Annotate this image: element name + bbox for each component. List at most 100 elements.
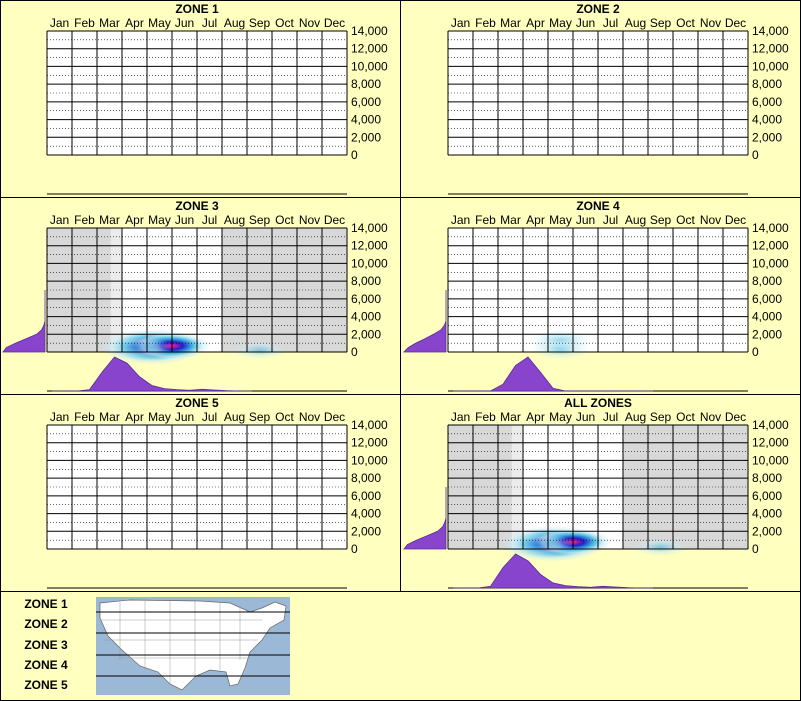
month-label: Feb [475, 16, 496, 30]
elevation-density [403, 487, 447, 550]
month-label: Nov [700, 213, 721, 227]
zone-legend-label: ZONE 2 [24, 617, 68, 631]
month-label: Oct [676, 16, 695, 30]
chart-2: ZONE 2 Jan Feb Mar Apr May Jun Jul Aug Sep Oct Nov D… [447, 2, 789, 195]
chart-5: ZONE 5 Jan Feb Mar Apr May Jun Jul Aug Sep Oct Nov D… [46, 396, 388, 589]
y-tick-label: 2,000 [752, 524, 782, 538]
month-label: Oct [676, 410, 695, 424]
month-label: Aug [224, 16, 245, 30]
month-density [52, 356, 252, 392]
y-tick-label: 10,000 [752, 453, 789, 467]
month-label: Jul [603, 16, 618, 30]
y-tick-label: 2,000 [351, 130, 381, 144]
month-label: May [148, 16, 171, 30]
shaded-month [623, 425, 648, 549]
month-label: Feb [74, 16, 95, 30]
month-label: May [549, 213, 572, 227]
month-label: Aug [224, 213, 245, 227]
month-label: Sep [650, 410, 672, 424]
y-tick-label: 10,000 [752, 59, 789, 73]
chart-3: ZONE 3 Jan Feb Mar Apr May Jun Jul Aug Sep Oct Nov D… [2, 199, 388, 392]
month-label: Feb [475, 410, 496, 424]
y-tick-label: 12,000 [752, 436, 789, 450]
month-label: Jul [202, 16, 217, 30]
month-label: Dec [725, 410, 746, 424]
month-label: Jul [603, 410, 618, 424]
month-label: Nov [299, 16, 320, 30]
y-tick-label: 14,000 [351, 24, 388, 38]
month-label: Sep [249, 16, 271, 30]
zone-legend-label: ZONE 3 [24, 638, 68, 652]
y-tick-label: 0 [351, 542, 358, 556]
y-tick-label: 2,000 [752, 130, 782, 144]
y-tick-label: 0 [351, 148, 358, 162]
month-density [453, 553, 653, 589]
y-tick-label: 2,000 [351, 524, 381, 538]
y-tick-label: 6,000 [752, 292, 782, 306]
month-label: Aug [224, 410, 245, 424]
y-tick-label: 14,000 [752, 418, 789, 432]
y-tick-label: 0 [752, 345, 759, 359]
month-label: Dec [725, 16, 746, 30]
y-tick-label: 10,000 [351, 59, 388, 73]
month-label: Dec [324, 410, 345, 424]
month-label: Jun [576, 213, 595, 227]
month-label: Aug [625, 213, 646, 227]
month-label: Sep [650, 16, 672, 30]
month-label: Apr [526, 213, 545, 227]
chart-6: ALL ZONES Jan Feb Mar Apr May Jun Jul Aug Sep Oct N… [403, 396, 789, 589]
month-label: Aug [625, 16, 646, 30]
y-tick-label: 6,000 [351, 489, 381, 503]
heat-spot [232, 341, 287, 360]
y-tick-label: 8,000 [752, 274, 782, 288]
month-label: Jun [175, 16, 194, 30]
shaded-month [222, 228, 247, 352]
month-label: Nov [700, 16, 721, 30]
heat-spot [633, 538, 688, 557]
shaded-month [247, 228, 272, 352]
month-label: May [148, 410, 171, 424]
month-label: Jan [50, 16, 69, 30]
shaded-month [648, 425, 673, 549]
chart-4: ZONE 4 Jan Feb Mar Apr May Jun Jul Aug Sep Oct Nov D… [403, 199, 789, 392]
month-label: Apr [125, 16, 144, 30]
month-label: May [549, 16, 572, 30]
y-tick-label: 0 [351, 345, 358, 359]
y-tick-label: 0 [752, 542, 759, 556]
month-label: Apr [125, 410, 144, 424]
y-tick-label: 8,000 [752, 77, 782, 91]
zone-legend-label: ZONE 4 [24, 658, 68, 672]
zone-legend-label: ZONE 5 [24, 678, 68, 692]
y-tick-label: 14,000 [752, 24, 789, 38]
chart-title: ZONE 5 [175, 396, 219, 410]
y-tick-label: 6,000 [351, 292, 381, 306]
shaded-month [322, 228, 347, 352]
month-label: Nov [700, 410, 721, 424]
month-label: Jun [175, 410, 194, 424]
elevation-density [403, 290, 447, 353]
y-tick-label: 2,000 [351, 327, 381, 341]
month-label: Jun [576, 410, 595, 424]
month-label: Mar [500, 213, 521, 227]
y-tick-label: 4,000 [752, 507, 782, 521]
y-tick-label: 4,000 [351, 507, 381, 521]
month-label: May [549, 410, 572, 424]
chart-title: ZONE 1 [175, 2, 219, 16]
month-label: Mar [99, 16, 120, 30]
month-label: Dec [324, 16, 345, 30]
heat-spot [502, 532, 574, 558]
month-label: Aug [625, 410, 646, 424]
month-label: Oct [275, 213, 294, 227]
chart-title: ZONE 3 [175, 199, 219, 213]
month-label: Nov [299, 213, 320, 227]
y-tick-label: 6,000 [752, 489, 782, 503]
month-label: Nov [299, 410, 320, 424]
month-label: Sep [249, 213, 271, 227]
y-tick-label: 12,000 [351, 42, 388, 56]
month-label: Jul [603, 213, 618, 227]
y-tick-label: 4,000 [752, 113, 782, 127]
month-label: Jun [576, 16, 595, 30]
month-label: Jul [202, 213, 217, 227]
y-tick-label: 8,000 [351, 77, 381, 91]
month-label: Feb [74, 213, 95, 227]
